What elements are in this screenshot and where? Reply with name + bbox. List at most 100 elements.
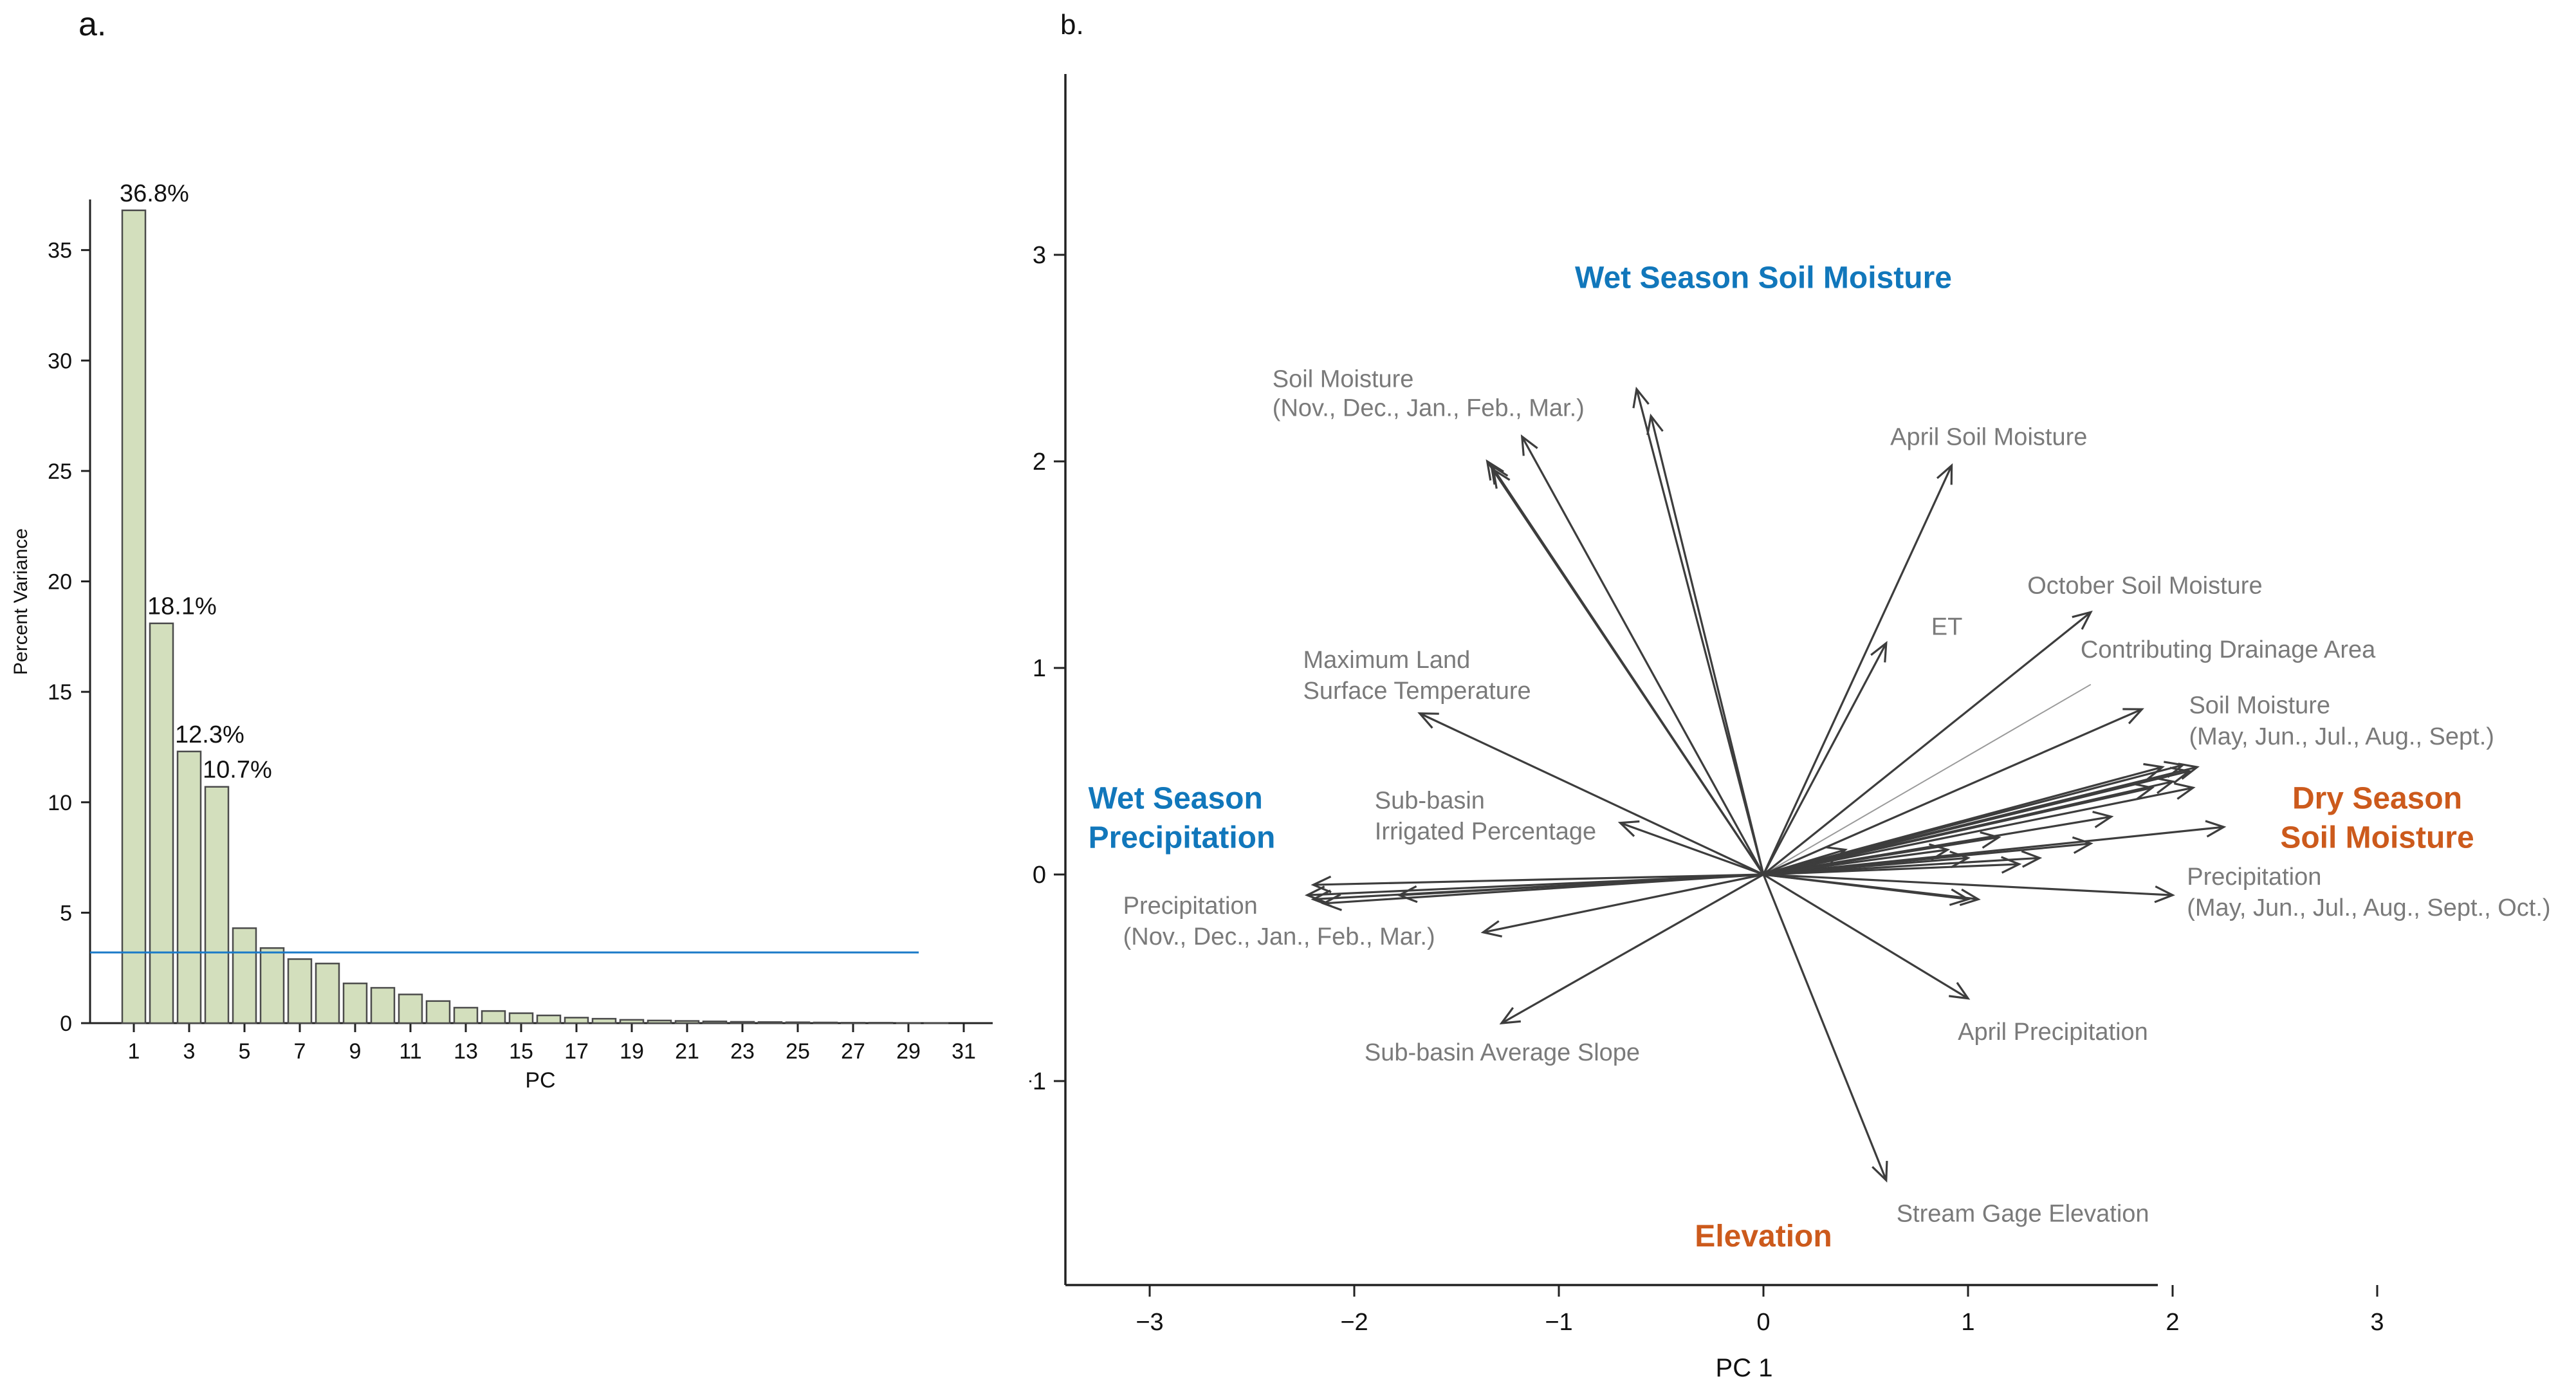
bar xyxy=(757,1021,783,1024)
bar xyxy=(702,1021,728,1024)
bar xyxy=(342,982,368,1024)
x-tick-label: 13 xyxy=(454,1039,478,1064)
x-axis-label: PC xyxy=(525,1068,555,1093)
y-tick-label: 10 xyxy=(48,791,72,815)
bar xyxy=(840,1022,866,1024)
loading-arrow xyxy=(1763,770,2189,876)
bar xyxy=(315,963,340,1024)
arrow-head xyxy=(1480,920,1502,938)
variable-label: Stream Gage Elevation xyxy=(1897,1200,2149,1227)
x-tick-label: 9 xyxy=(349,1039,362,1064)
bar xyxy=(149,622,174,1024)
bar xyxy=(508,1012,534,1024)
y-tick-label: 35 xyxy=(48,239,72,263)
x-tick-label: 11 xyxy=(399,1039,421,1064)
loading-arrow xyxy=(1492,468,1765,875)
bar xyxy=(453,1006,479,1024)
x-tick-label: −3 xyxy=(1136,1309,1163,1336)
loading-arrow xyxy=(1650,415,1765,875)
bar xyxy=(176,750,202,1024)
arrow-head xyxy=(1486,459,1504,481)
arrow-head xyxy=(1928,843,1951,861)
variable-label: (Nov., Dec., Jan., Feb., Mar.) xyxy=(1273,394,1585,421)
loading-arrow xyxy=(1763,786,2194,876)
x-tick-label: 27 xyxy=(841,1039,865,1064)
variable-label: Sub-basin xyxy=(1375,787,1485,814)
arrow-head xyxy=(1826,846,1848,864)
bar xyxy=(813,1021,838,1024)
variable-label: (May, Jun., Jul., Aug., Sept., Oct.) xyxy=(2187,894,2550,921)
variable-label: (May, Jun., Jul., Aug., Sept.) xyxy=(2189,723,2494,750)
bar xyxy=(868,1022,894,1024)
panel-b-label: b. xyxy=(1060,9,1084,41)
group-label: Dry Season xyxy=(2292,781,2462,815)
y-tick-label: 15 xyxy=(48,680,72,705)
loading-arrow xyxy=(1762,642,1888,875)
arrow-head xyxy=(1321,893,1342,911)
x-tick-label: 3 xyxy=(183,1039,196,1064)
loading-arrow xyxy=(1313,873,1764,886)
arrow-head xyxy=(1949,850,1971,869)
arrow-head xyxy=(2164,761,2185,778)
arrow-head xyxy=(2092,810,2114,829)
y-tick-label: 0 xyxy=(1033,862,1046,889)
loading-arrow xyxy=(1763,848,1846,876)
loading-arrow xyxy=(1763,873,2173,896)
arrow-head xyxy=(1959,888,1981,907)
arrow-head xyxy=(2021,850,2043,868)
bar xyxy=(121,209,147,1024)
arrow-head xyxy=(1617,820,1640,837)
arrow-head xyxy=(1520,434,1538,456)
bar xyxy=(232,927,257,1024)
x-tick-label: 31 xyxy=(952,1039,976,1064)
arrow-head xyxy=(1489,463,1509,485)
variable-label: October Soil Moisture xyxy=(2027,572,2262,599)
bar xyxy=(287,958,313,1024)
x-tick-label: 25 xyxy=(786,1039,810,1064)
arrow-head xyxy=(1949,888,1971,906)
bar xyxy=(481,1010,506,1024)
loading-arrow xyxy=(1762,611,2092,876)
x-tick-label: 1 xyxy=(1961,1309,1974,1336)
bar xyxy=(536,1014,562,1024)
loading-arrow xyxy=(1762,465,1953,875)
group-label: Soil Moisture xyxy=(2280,820,2474,855)
loading-arrow xyxy=(1763,786,2153,876)
bar xyxy=(785,1021,811,1024)
variable-label: Irrigated Percentage xyxy=(1375,818,1596,845)
arrow-head xyxy=(2153,777,2175,794)
variable-label: Sub-basin Average Slope xyxy=(1365,1039,1640,1066)
loading-arrow xyxy=(1419,712,1764,876)
variable-label: Surface Temperature xyxy=(1303,678,1531,705)
bar xyxy=(896,1022,921,1024)
panel-a-label: a. xyxy=(78,6,107,43)
arrow-head xyxy=(1870,641,1888,663)
group-label: Wet Season Soil Moisture xyxy=(1575,261,1952,295)
bar xyxy=(730,1021,755,1024)
arrow-head xyxy=(2072,610,2093,630)
loading-arrow xyxy=(1763,873,1969,901)
loading-arrow xyxy=(1635,389,1765,875)
x-tick-label: 7 xyxy=(294,1039,306,1064)
arrow-head xyxy=(2169,766,2192,784)
bar xyxy=(398,994,423,1024)
variable-label: April Soil Moisture xyxy=(1890,423,2087,450)
x-tick-label: 23 xyxy=(730,1039,755,1064)
loading-arrow xyxy=(1763,708,2142,876)
bar xyxy=(591,1017,617,1024)
bar xyxy=(425,1000,451,1024)
y-tick-label: 2 xyxy=(1033,449,1046,476)
arrow-head xyxy=(1492,467,1511,489)
variable-label: Precipitation xyxy=(1123,893,1258,920)
group-label: Wet Season xyxy=(1089,781,1263,815)
y-tick-label: 20 xyxy=(48,570,72,595)
arrow-head xyxy=(1499,1007,1521,1025)
x-tick-label: 15 xyxy=(509,1039,533,1064)
loading-arrow xyxy=(1763,873,1969,999)
arrow-head xyxy=(2143,763,2165,781)
variable-label: Maximum Land xyxy=(1303,647,1471,674)
loading-arrow xyxy=(1762,874,1888,1181)
